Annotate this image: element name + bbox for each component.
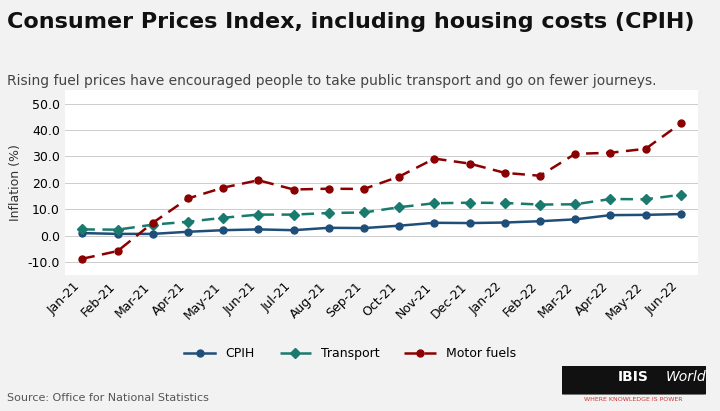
Text: Source: Office for National Statistics: Source: Office for National Statistics: [7, 393, 209, 403]
Text: Rising fuel prices have encouraged people to take public transport and go on few: Rising fuel prices have encouraged peopl…: [7, 74, 657, 88]
Legend: CPIH, Transport, Motor fuels: CPIH, Transport, Motor fuels: [179, 342, 521, 365]
FancyBboxPatch shape: [557, 366, 710, 395]
Text: WHERE KNOWLEDGE IS POWER: WHERE KNOWLEDGE IS POWER: [585, 397, 683, 402]
Text: Consumer Prices Index, including housing costs (CPIH): Consumer Prices Index, including housing…: [7, 12, 695, 32]
Text: World: World: [665, 370, 706, 384]
Text: IBIS: IBIS: [618, 370, 649, 384]
Y-axis label: Inflation (%): Inflation (%): [9, 144, 22, 222]
